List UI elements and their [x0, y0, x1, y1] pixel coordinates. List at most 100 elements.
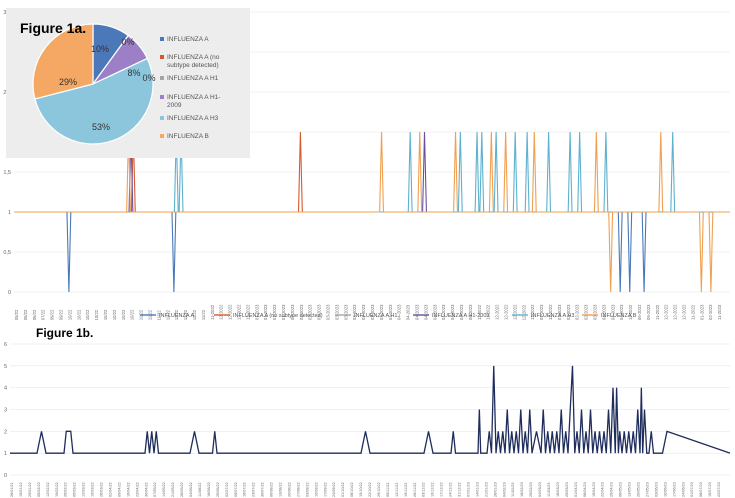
- x-tick-label: 06/05/23: [619, 482, 623, 497]
- x-tick-label: 30/06/22: [32, 309, 37, 320]
- y-tick-label: 6: [4, 342, 7, 348]
- x-tick-label: 23-03-2023: [361, 304, 366, 320]
- x-tick-label: 29/01/22: [28, 482, 32, 497]
- legend-item: INFLUENZA A (no subtype detected): [214, 313, 323, 319]
- x-tick-label: 30/07/22: [261, 482, 265, 497]
- x-tick-label: 14/01/23: [475, 482, 479, 497]
- pie-legend-h3: INFLUENZA A H3: [160, 115, 248, 123]
- x-tick-label: 12-12-2022: [228, 304, 233, 320]
- x-tick-label: 30-11-2022: [690, 304, 695, 320]
- x-tick-label: 04-02-2023: [708, 304, 713, 320]
- legend-label: INFLUENZA A H3: [531, 313, 574, 319]
- x-tick-label: 29/11/22: [201, 309, 206, 320]
- x-tick-label: 10-06-2022: [637, 304, 642, 320]
- x-tick-label: 15-01-2023: [557, 304, 562, 320]
- series-lines: [14, 131, 730, 293]
- figure-1a-title: Figure 1a.: [20, 20, 87, 36]
- x-tick-label: 19-04-2023: [432, 304, 437, 320]
- x-tick-label: 08-12-2022: [495, 304, 500, 320]
- x-tick-label: 05/11/22: [386, 483, 390, 498]
- x-tick-label: 18/03/23: [556, 482, 560, 497]
- x-tick-label: 15/10/22: [359, 482, 363, 497]
- legend-swatch: [160, 116, 164, 121]
- x-tick-label: 19-11-2022: [655, 304, 660, 320]
- x-tick-label: 22/11/22: [183, 309, 188, 320]
- x-tick-label: 29-01-2023: [281, 304, 286, 320]
- figure-1b-line-chart: 0 1 2 3 4 5 6 28/01/21 15/01/22 29/01/22 05/02/22…: [4, 342, 731, 498]
- x-tick-label: 28/01/23: [493, 482, 497, 497]
- legend-item: INFLUENZA A: [140, 313, 194, 319]
- x-tick-label: 03-02-2023: [290, 304, 295, 320]
- x-tick-label: 24/10/22: [121, 309, 126, 320]
- legend-item: INFLUENZA A H1-2009: [413, 313, 489, 319]
- x-tick-label: 16/04/22: [126, 482, 130, 497]
- legend: INFLUENZA A INFLUENZA A (no subtype detec…: [140, 313, 637, 319]
- x-tick-label: 05/03/22: [73, 482, 77, 497]
- x-tick-label: 12-02-2023: [299, 304, 304, 320]
- x-tick-label: 30-11-2022: [486, 304, 491, 320]
- x-tick-label: 03/09/22: [305, 482, 309, 497]
- x-tick-label: 04/02/23: [502, 482, 506, 497]
- x-tick-label: 14/06/22: [23, 309, 28, 320]
- series-line-influenza-a-h3: [14, 131, 730, 213]
- x-tick-label: 24/12/22: [449, 482, 453, 497]
- x-tick-label: 29-11-2022: [210, 304, 215, 320]
- x-tick-label: 15/04/23: [592, 482, 596, 497]
- x-tick-label: 25/06/22: [216, 482, 220, 497]
- x-tick-label: 18-02-2023: [566, 304, 571, 320]
- x-tick-label: 25/02/23: [529, 482, 533, 497]
- x-tick-label: 20/08/22: [287, 482, 291, 497]
- x-tick-label: 25/09/22: [59, 309, 64, 320]
- grid: [10, 343, 730, 476]
- x-tick-label: 01-01-2023: [699, 304, 704, 320]
- x-tick-label: 02-04-2023: [601, 304, 606, 320]
- x-tick-label: 19/02/22: [55, 482, 59, 497]
- x-tick-label: 03/12/22: [422, 482, 426, 497]
- x-tick-label: 08/10/22: [350, 482, 354, 497]
- x-tick-label: 21/01/23: [484, 482, 488, 497]
- pie-legend-no-subtype: INFLUENZA A (no subtype detected): [160, 54, 248, 70]
- x-tick-label: 13/05/23: [628, 482, 632, 497]
- x-tick-label: 06/08/22: [270, 482, 274, 497]
- x-tick-label: 08/04/23: [583, 482, 587, 497]
- x-tick-label: 11/02/23: [511, 483, 515, 498]
- x-tick-label: 03/06/23: [654, 482, 658, 497]
- x-tick-label: 22-03-2023: [593, 304, 598, 320]
- x-tick-label: 20/05/23: [637, 482, 641, 497]
- pie-legend-influenza-a: INFLUENZA A: [160, 36, 248, 44]
- pie-slice-influenza-a-h3: [34, 57, 154, 145]
- x-tick-label: 21/05/22: [171, 482, 175, 497]
- x-tick-label: 26/03/22: [100, 482, 104, 497]
- x-tick-label: 18/06/22: [207, 482, 211, 497]
- y-tick-labels: 0 1 2 3 4 5 6: [4, 342, 7, 479]
- x-tick-label: 11/06/22: [198, 483, 202, 498]
- x-tick-label: 28/11/22: [192, 309, 197, 320]
- series-line-influenza-b: [14, 131, 730, 293]
- x-tick-label: 26/10/22: [130, 309, 135, 320]
- x-tick-label: 17/09/22: [323, 482, 327, 497]
- x-tick-label: 28-04-2023: [619, 304, 624, 320]
- y-tick-label: 0: [4, 473, 7, 479]
- x-tick-label: 25/03/23: [565, 482, 569, 497]
- pie-legend-h1-2009: INFLUENZA A H1- 2009: [160, 94, 248, 110]
- legend-label: INFLUENZA A (no subtype detected): [233, 313, 323, 319]
- y-tick-label: 1,5: [3, 170, 11, 176]
- x-tick-label: 02/07/22: [225, 482, 229, 497]
- pie-value-label: 8%: [127, 68, 140, 78]
- x-tick-label: 01/04/23: [574, 482, 578, 497]
- y-tick-label: 5: [4, 364, 7, 370]
- x-tick-label: 29-12-2022: [245, 304, 250, 320]
- y-tick-label: 3: [4, 408, 7, 414]
- x-tick-label: 27/05/23: [645, 482, 649, 497]
- x-tick-label: 15/07/23: [708, 482, 712, 497]
- x-tick-label: 09/04/22: [117, 482, 121, 497]
- x-tick-label: 09/07/22: [234, 482, 238, 497]
- x-tick-label: 14-12-2022: [682, 304, 687, 320]
- x-tick-label: 01-12-2022: [664, 304, 669, 320]
- x-tick-label: 28-04-2023: [459, 304, 464, 320]
- x-tick-label: 10/06/23: [663, 482, 667, 497]
- x-tick-label: 11/10/22: [94, 309, 99, 320]
- x-tick-label: 12/11/22: [395, 483, 399, 498]
- legend-label: INFLUENZA A: [159, 313, 194, 319]
- x-tick-label: 27/08/22: [296, 482, 300, 497]
